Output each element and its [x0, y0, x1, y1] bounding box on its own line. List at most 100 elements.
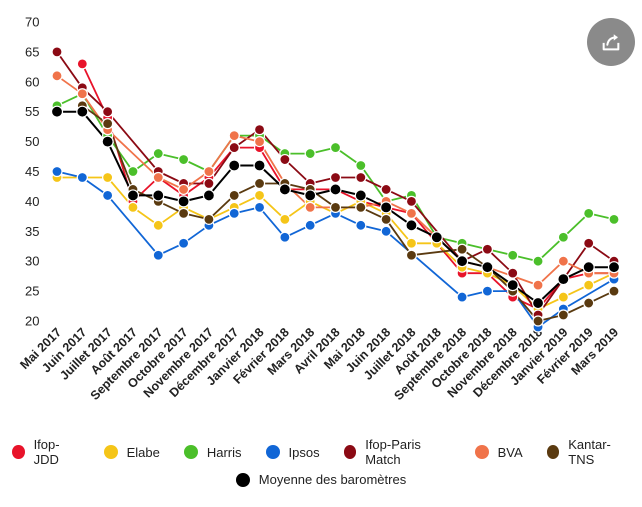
data-point: [177, 183, 190, 196]
data-point: [253, 136, 266, 148]
data-point: [456, 243, 468, 255]
legend-item[interactable]: Kantar-TNS: [546, 437, 630, 467]
legend-marker: [343, 445, 357, 459]
data-point: [557, 231, 569, 243]
data-point: [506, 279, 519, 292]
data-point: [507, 267, 519, 279]
data-point: [126, 189, 140, 202]
data-point: [354, 189, 367, 202]
data-point: [76, 58, 88, 70]
data-point: [253, 124, 266, 136]
data-point: [507, 249, 519, 261]
legend-marker: [183, 445, 198, 459]
data-point: [51, 165, 63, 178]
data-point: [583, 297, 595, 309]
data-point: [279, 231, 291, 243]
data-point: [152, 189, 165, 202]
legend-item[interactable]: Moyenne des baromètres: [235, 472, 406, 487]
data-point: [177, 207, 190, 219]
legend-item[interactable]: Ifop-JDD: [12, 437, 80, 467]
data-point: [532, 279, 544, 291]
y-tick-label: 20: [25, 314, 39, 329]
data-point: [380, 225, 392, 237]
legend-item[interactable]: Elabe: [103, 437, 160, 467]
data-point: [583, 279, 595, 291]
data-point: [76, 105, 89, 118]
legend-label: Ifop-Paris Match: [365, 437, 421, 467]
data-point: [405, 219, 418, 232]
data-point: [102, 189, 114, 202]
data-point: [405, 207, 418, 219]
data-point: [304, 189, 317, 202]
y-tick-label: 40: [25, 194, 39, 209]
data-point: [177, 153, 190, 166]
data-point: [203, 165, 215, 178]
legend-marker: [546, 445, 560, 459]
data-point: [279, 213, 291, 225]
data-point: [51, 70, 63, 82]
legend-label: Ifop-JDD: [33, 437, 60, 467]
data-point: [177, 195, 190, 208]
legend-marker: [103, 445, 118, 459]
data-point: [304, 147, 316, 160]
data-point: [253, 189, 266, 202]
legend-label: Ipsos: [288, 444, 320, 460]
data-point: [405, 249, 418, 261]
data-point: [607, 261, 621, 274]
data-point: [253, 159, 266, 172]
data-point: [279, 153, 291, 166]
legend-item[interactable]: Ipsos: [265, 437, 320, 467]
data-point: [355, 201, 367, 213]
y-tick-label: 60: [25, 74, 39, 89]
data-point: [228, 159, 241, 172]
data-point: [228, 141, 240, 154]
data-point: [583, 207, 595, 219]
data-point: [102, 171, 114, 184]
data-point: [405, 237, 418, 249]
data-point: [355, 219, 367, 231]
data-point: [152, 147, 164, 160]
share-button[interactable]: [587, 18, 635, 66]
data-point: [532, 255, 544, 267]
legend: Ifop-JDD Elabe Harris Ipsos Ifop-Paris Match…: [0, 437, 642, 467]
data-point: [127, 201, 139, 213]
share-icon: [602, 34, 620, 51]
legend-marker: [235, 472, 250, 487]
data-point: [583, 237, 595, 249]
legend-item[interactable]: Harris: [183, 437, 242, 467]
series-points: [50, 46, 621, 333]
series-line: [57, 176, 615, 310]
y-axis: 20 25 30 35 40 45 50 55 60 65 70: [25, 15, 39, 329]
y-tick-label: 35: [25, 224, 39, 239]
data-point: [228, 207, 240, 219]
legend-marker: [12, 445, 25, 459]
data-point: [557, 255, 569, 267]
y-tick-label: 70: [25, 15, 39, 30]
y-tick-label: 30: [25, 254, 39, 269]
data-point: [355, 159, 367, 172]
data-point: [430, 231, 443, 244]
data-point: [228, 130, 240, 142]
data-point: [304, 219, 316, 231]
legend-secondary: Moyenne des baromètres: [0, 472, 642, 487]
data-point: [329, 141, 342, 154]
data-point: [608, 285, 620, 297]
legend-item[interactable]: BVA: [474, 437, 523, 467]
data-point: [50, 105, 64, 118]
data-point: [152, 171, 164, 184]
data-point: [203, 177, 215, 190]
y-tick-label: 55: [25, 104, 39, 119]
data-point: [380, 201, 393, 214]
legend-item[interactable]: Ifop-Paris Match: [343, 437, 451, 467]
y-tick-label: 25: [25, 284, 39, 299]
data-point: [127, 165, 139, 178]
data-point: [532, 315, 544, 327]
data-point: [329, 201, 342, 213]
y-tick-label: 65: [25, 44, 39, 59]
data-point: [304, 201, 316, 213]
data-point: [76, 88, 88, 100]
data-point: [405, 195, 418, 207]
data-point: [278, 183, 291, 196]
